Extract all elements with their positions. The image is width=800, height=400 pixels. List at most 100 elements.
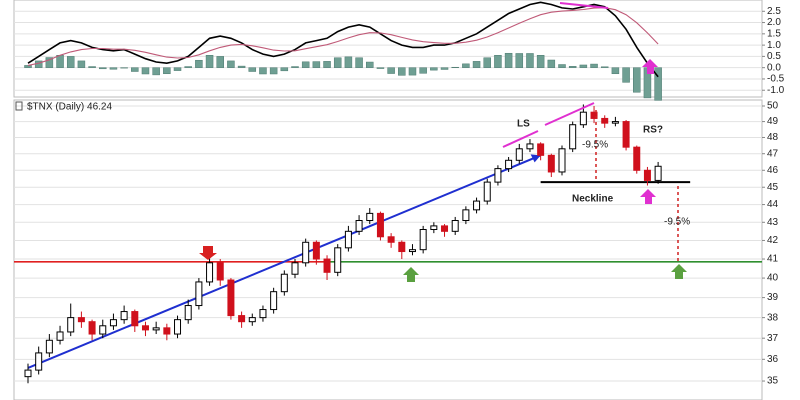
candle-body xyxy=(366,212,374,222)
histogram-bar xyxy=(237,65,246,68)
price-panel xyxy=(13,99,763,400)
arrow-down xyxy=(199,246,217,260)
histogram-bar xyxy=(590,63,598,68)
candle-body xyxy=(259,309,267,319)
annotation: RS? xyxy=(643,125,663,136)
histogram-bar xyxy=(504,52,513,68)
candle-body xyxy=(227,279,235,317)
y-tick-label: 49 xyxy=(767,116,779,127)
histogram-bar xyxy=(141,67,150,75)
histogram-bar xyxy=(536,55,545,68)
histogram-bar xyxy=(579,64,588,68)
histogram-bar xyxy=(483,57,491,68)
histogram-bar xyxy=(515,53,524,68)
candle-body xyxy=(611,121,619,124)
histogram-bar xyxy=(291,66,299,68)
candle-body xyxy=(344,230,352,249)
histogram-bar xyxy=(323,61,331,68)
candle-body xyxy=(248,317,256,323)
candle-body xyxy=(195,281,203,307)
annotation: -9.5% xyxy=(664,217,690,228)
candle-body xyxy=(430,225,438,231)
histogram-bar xyxy=(301,61,310,68)
candle-body xyxy=(109,319,117,327)
candle-body xyxy=(323,258,331,273)
candle-body xyxy=(99,325,107,335)
divergence-line xyxy=(559,2,609,9)
ls-line xyxy=(544,102,595,126)
candle-body xyxy=(355,220,363,232)
candle-body xyxy=(141,325,149,331)
y-tick-label: -0.5 xyxy=(767,74,785,85)
y-tick-label: 2.5 xyxy=(767,6,781,17)
histogram-bar xyxy=(24,65,32,68)
histogram-bar xyxy=(269,67,278,75)
candle-body xyxy=(120,311,128,321)
histogram-bar xyxy=(526,53,534,68)
candle-body xyxy=(483,181,491,202)
annotation: -9.5% xyxy=(582,140,608,151)
histogram-bar xyxy=(611,67,620,75)
candle-body xyxy=(494,168,502,183)
arrow-up xyxy=(403,267,419,282)
candle-body xyxy=(216,262,224,281)
y-tick-label: 47 xyxy=(767,148,779,159)
candle-body xyxy=(35,352,43,371)
histogram-bar xyxy=(366,61,374,68)
histogram-bar xyxy=(376,67,385,69)
y-tick-label: 0.5 xyxy=(767,51,781,62)
marks-layer xyxy=(14,1,762,384)
y-tick-label: 1.5 xyxy=(767,28,781,39)
histogram-bar xyxy=(56,55,64,68)
title-icon xyxy=(15,101,23,111)
candle-body xyxy=(654,165,662,181)
histogram-bar xyxy=(419,67,427,74)
histogram-bar xyxy=(440,67,449,70)
y-tick-label: 43 xyxy=(767,217,779,228)
histogram-bar xyxy=(99,67,107,70)
histogram-bar xyxy=(430,67,438,71)
candle-body xyxy=(441,225,449,232)
annotation: Neckline xyxy=(572,194,614,205)
candle-body xyxy=(515,148,523,161)
y-tick-label: -1.0 xyxy=(767,85,785,96)
trend-line xyxy=(27,154,542,369)
candle-body xyxy=(280,273,288,293)
candle-body xyxy=(56,331,64,341)
macd-panel xyxy=(13,0,763,98)
candle-body xyxy=(312,241,320,260)
histogram-bar xyxy=(152,67,160,76)
y-tick-label: 40 xyxy=(767,273,779,284)
histogram-bar xyxy=(184,66,192,68)
candle-body xyxy=(67,317,75,333)
arrow-up xyxy=(671,264,687,279)
y-tick-label: 42 xyxy=(767,235,779,246)
candle-body xyxy=(184,305,192,321)
candle-body xyxy=(643,169,651,181)
candle-body xyxy=(526,143,534,150)
candle-body xyxy=(302,241,310,264)
y-tick-label: 36 xyxy=(767,354,779,365)
histogram-bar xyxy=(654,67,662,101)
histogram-bar xyxy=(408,67,417,76)
macd-line xyxy=(27,1,659,78)
histogram-bar xyxy=(248,67,257,72)
annotation: LS xyxy=(517,119,530,130)
histogram-bar xyxy=(216,56,224,68)
candle-body xyxy=(45,339,53,354)
candle-body xyxy=(334,247,342,273)
histogram-bar xyxy=(227,60,235,68)
histogram-bar xyxy=(494,55,502,68)
y-tick-label: 50 xyxy=(767,101,779,112)
candle-body xyxy=(569,124,577,150)
histogram-bar xyxy=(131,67,139,72)
histogram-bar xyxy=(333,57,342,68)
candle-body xyxy=(633,146,641,171)
annotation-shapes xyxy=(15,2,687,282)
histogram-bar xyxy=(387,67,395,74)
candle-body xyxy=(291,262,299,275)
arrow-up xyxy=(640,189,656,204)
y-tick-label: 46 xyxy=(767,165,779,176)
